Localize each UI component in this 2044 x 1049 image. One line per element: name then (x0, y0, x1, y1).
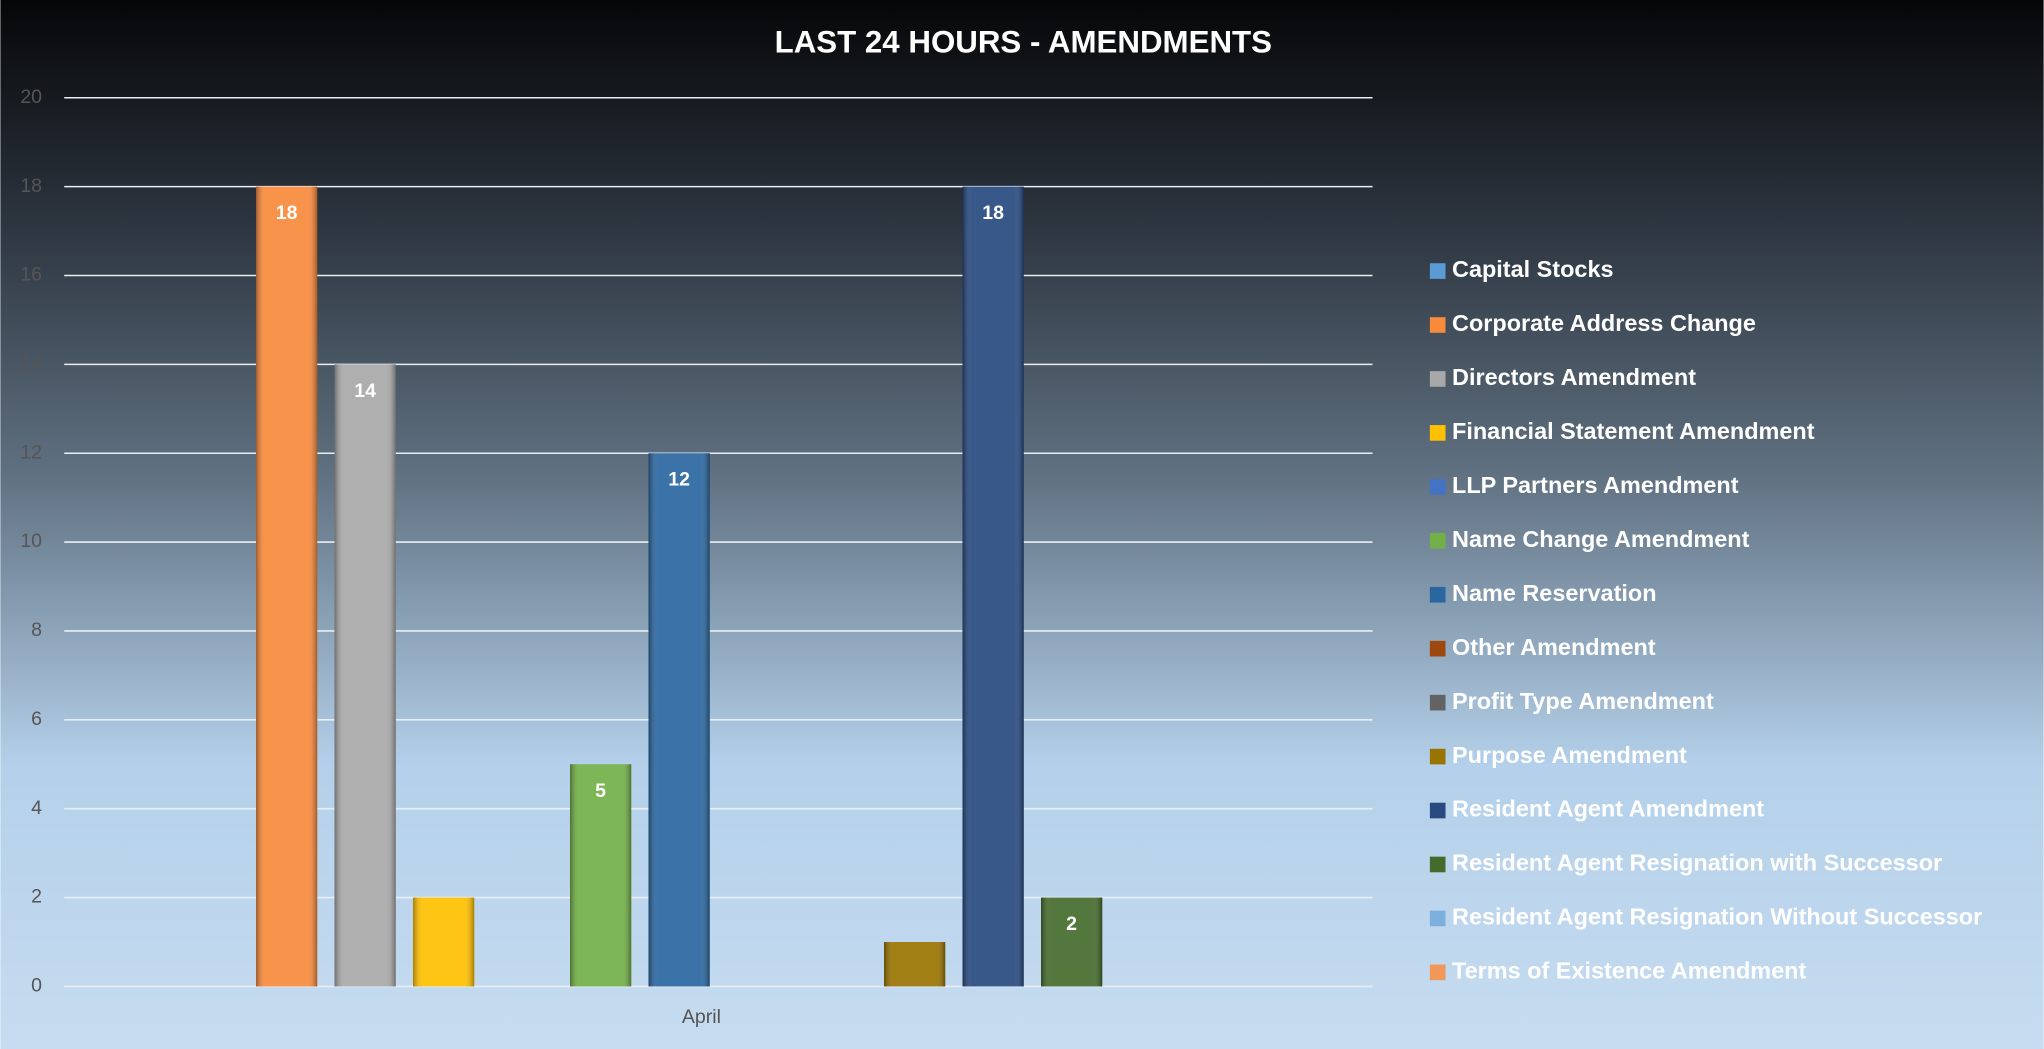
data-label: 2 (1066, 913, 1077, 935)
y-tick-label: 2 (31, 886, 42, 908)
legend-swatch (1429, 910, 1446, 927)
bar-shade (648, 453, 710, 987)
legend-swatch (1429, 748, 1446, 765)
y-tick-label: 12 (20, 441, 42, 463)
legend-swatch (1429, 479, 1446, 495)
legend-label: Resident Agent Resignation Without Succe… (1452, 904, 1982, 930)
legend-label: Purpose Amendment (1452, 742, 1687, 768)
legend-swatch (1429, 317, 1446, 333)
y-tick-label: 10 (20, 530, 42, 552)
legend-swatch (1429, 802, 1446, 819)
legend-label: Resident Agent Resignation with Successo… (1452, 850, 1942, 876)
bar-shade (256, 186, 318, 987)
legend-label: Directors Amendment (1452, 364, 1696, 390)
bar-shade (884, 942, 946, 987)
legend-label: Terms of Existence Amendment (1452, 958, 1806, 984)
bar-shade (413, 897, 475, 987)
data-label: 18 (982, 202, 1004, 224)
legend-swatch (1429, 640, 1446, 657)
legend-swatch (1429, 964, 1446, 981)
data-label: 5 (595, 780, 606, 802)
legend-label: Resident Agent Amendment (1452, 796, 1764, 822)
legend-label: Corporate Address Change (1452, 310, 1756, 336)
legend-label: Name Reservation (1452, 580, 1657, 606)
legend-label: Name Change Amendment (1452, 526, 1750, 552)
y-tick-label: 4 (31, 797, 42, 819)
data-label: 12 (668, 469, 690, 491)
y-tick-label: 18 (20, 175, 42, 197)
y-tick-label: 6 (31, 708, 42, 730)
legend-label: LLP Partners Amendment (1452, 472, 1739, 498)
legend-label: Financial Statement Amendment (1452, 418, 1815, 444)
y-tick-label: 16 (20, 264, 42, 286)
legend-label: Profit Type Amendment (1452, 688, 1714, 714)
legend-swatch (1429, 425, 1446, 441)
y-tick-label: 20 (20, 86, 42, 108)
bar-shade (570, 764, 632, 987)
bar-shade (962, 186, 1024, 987)
legend-swatch (1429, 856, 1446, 873)
legend-swatch (1429, 694, 1446, 711)
legend-swatch (1429, 371, 1446, 387)
chart-title: LAST 24 HOURS - AMENDMENTS (775, 25, 1272, 60)
legend-swatch (1429, 532, 1446, 549)
y-tick-label: 0 (31, 975, 42, 997)
x-tick-label: April (682, 1006, 721, 1028)
y-tick-label: 8 (31, 619, 42, 641)
legend-swatch (1429, 586, 1446, 603)
legend-swatch (1429, 263, 1446, 279)
y-tick-label: 14 (20, 353, 42, 375)
bar-shade (1041, 897, 1103, 987)
data-label: 14 (354, 380, 376, 402)
legend-label: Capital Stocks (1452, 256, 1614, 282)
data-label: 18 (276, 202, 298, 224)
legend-label: Other Amendment (1452, 634, 1656, 660)
bar-shade (334, 364, 396, 987)
